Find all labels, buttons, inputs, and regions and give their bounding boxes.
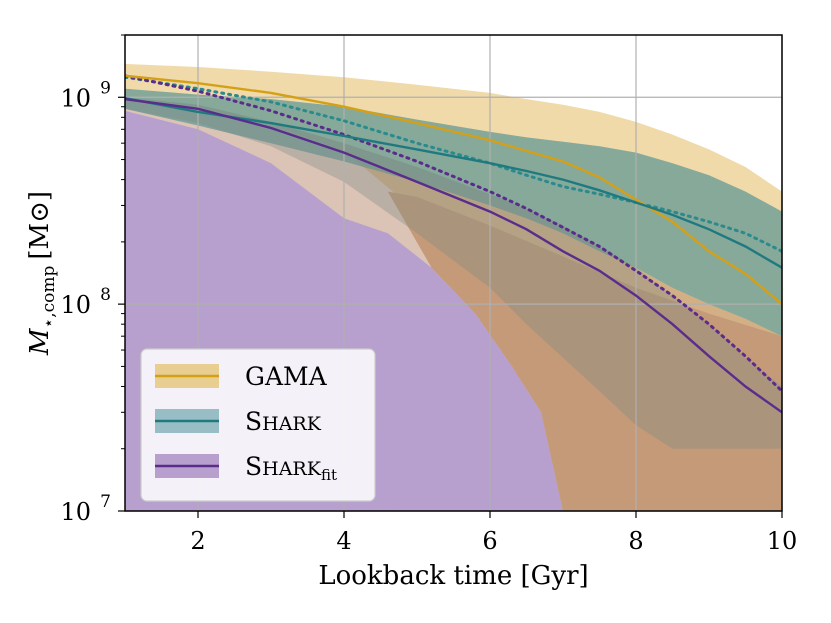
legend-entry-shark_fit: SHARKfit <box>155 452 337 484</box>
y-axis-label-unit: [M⊙] <box>25 191 55 260</box>
y-tick-label: 10 <box>60 84 91 112</box>
shark-band-overlay <box>125 88 782 337</box>
y-tick-label: 10 <box>60 291 91 319</box>
grid-lines <box>125 35 783 512</box>
axes-frame <box>124 34 783 512</box>
legend-entry-gama: GAMA <box>155 362 328 391</box>
x-tick-label: 4 <box>336 527 351 555</box>
shark-fit-overlap-band <box>125 97 782 449</box>
gama-lower-region <box>387 191 782 511</box>
legend-label: SHARK <box>245 407 322 436</box>
gama-line <box>125 74 782 306</box>
svg-text:M⋆,comp[M⊙]: M⋆,comp [M⊙] <box>25 191 59 356</box>
legend-label: SHARKfit <box>245 452 337 484</box>
y-axis-label-sub: ⋆,comp <box>39 266 59 329</box>
shark-fit-line <box>125 97 782 414</box>
x-axis-ticks: 2 4 6 8 10 <box>190 511 797 555</box>
x-tick-label: 6 <box>482 527 497 555</box>
legend-entry-shark: SHARK <box>155 407 322 436</box>
y-tick-label: 10 <box>60 498 91 526</box>
series-lines <box>125 74 782 414</box>
x-tick-label: 10 <box>767 527 798 555</box>
y-tick-exponent: 8 <box>100 285 111 305</box>
y-axis-ticks: 10 7 10 8 10 9 <box>60 34 125 526</box>
x-tick-label: 2 <box>190 527 205 555</box>
shark-fit-dotted-line <box>125 74 782 393</box>
legend: GAMA SHARK SHARKfit <box>140 348 376 502</box>
shark-fit-band-tail <box>344 218 563 511</box>
shark-dotted-line <box>125 75 782 253</box>
shark-line <box>125 97 782 269</box>
y-axis-label-main: M <box>25 327 55 356</box>
x-axis-label: Lookback time [Gyr] <box>318 561 588 591</box>
legend-label: GAMA <box>245 362 328 391</box>
y-axis-label: M⋆,comp [M⊙] <box>25 191 59 356</box>
x-tick-label: 8 <box>628 527 643 555</box>
y-tick-exponent: 9 <box>100 78 111 98</box>
y-tick-exponent: 7 <box>100 492 111 512</box>
